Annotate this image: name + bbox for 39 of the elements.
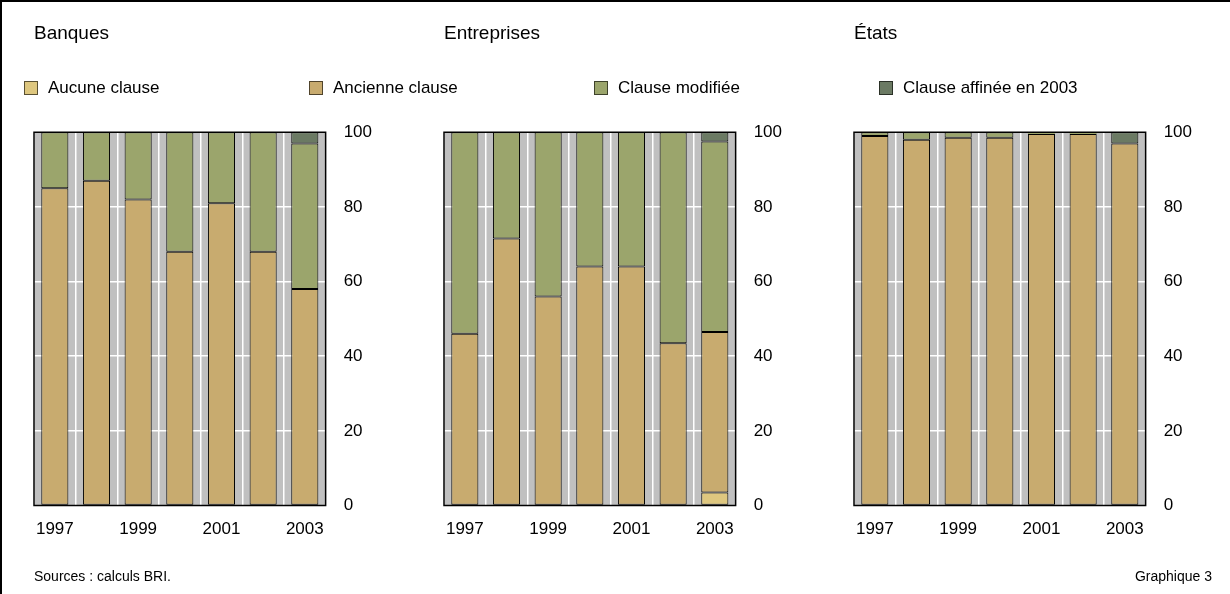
- y-tick-label: 60: [343, 271, 363, 291]
- y-tick-label: 100: [1163, 121, 1193, 141]
- y-tick-label: 20: [1163, 420, 1183, 440]
- y-tick-label: 60: [1163, 271, 1183, 291]
- y-tick-label: 100: [343, 121, 373, 141]
- x-tick-label: 2001: [1022, 519, 1061, 539]
- y-tick-label: 40: [753, 345, 773, 365]
- y-tick-label: 60: [753, 271, 773, 291]
- x-tick-label: 2001: [202, 519, 241, 539]
- y-tick-label: 100: [753, 121, 783, 141]
- chart-title: États: [854, 22, 898, 44]
- y-tick-label: 40: [1163, 345, 1183, 365]
- legend-label: Ancienne clause: [333, 78, 458, 98]
- legend-label: Aucune clause: [48, 78, 160, 98]
- y-tick-label: 80: [1163, 196, 1183, 216]
- chart-title: Entreprises: [444, 22, 541, 44]
- y-tick-label: 0: [1163, 495, 1174, 515]
- y-tick-label: 20: [343, 420, 363, 440]
- x-tick-label: 1997: [445, 519, 484, 539]
- x-tick-label: 1999: [529, 519, 568, 539]
- x-tick-label: 2003: [285, 519, 324, 539]
- legend-label: Clause modifiée: [618, 78, 740, 98]
- x-tick-label: 1997: [855, 519, 894, 539]
- x-tick-label: 2001: [612, 519, 651, 539]
- y-tick-label: 0: [753, 495, 764, 515]
- x-tick-label: 2003: [1105, 519, 1144, 539]
- chart-title: Banques: [34, 22, 110, 44]
- y-tick-label: 80: [753, 196, 773, 216]
- x-tick-label: 2003: [695, 519, 734, 539]
- text: Graphique 3: [1134, 568, 1212, 584]
- y-tick-label: 80: [343, 196, 363, 216]
- legend-label: Clause affinée en 2003: [903, 78, 1078, 98]
- source-note: Sources : calculs BRI.: [34, 568, 171, 584]
- x-tick-label: 1999: [119, 519, 158, 539]
- x-tick-label: 1997: [35, 519, 74, 539]
- x-tick-label: 1999: [939, 519, 978, 539]
- y-tick-label: 0: [343, 495, 354, 515]
- y-tick-label: 40: [343, 345, 363, 365]
- y-tick-label: 20: [753, 420, 773, 440]
